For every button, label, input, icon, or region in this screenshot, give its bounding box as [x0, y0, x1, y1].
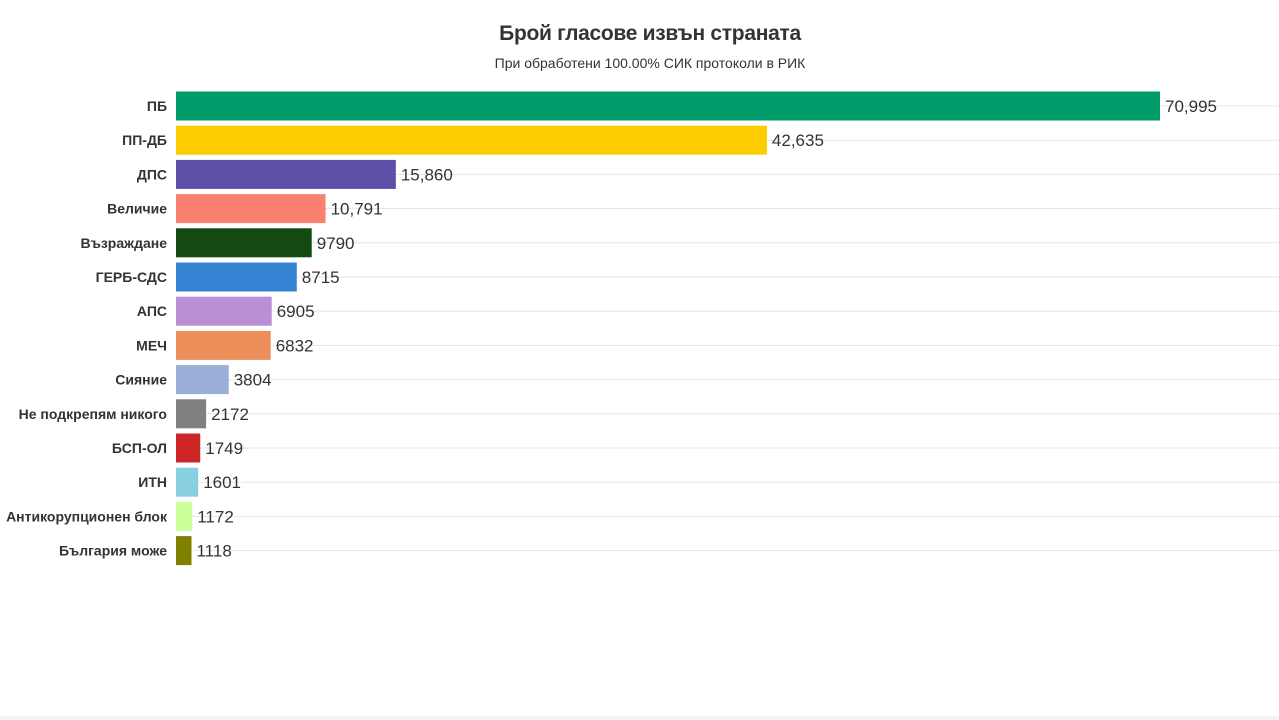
bar[interactable] — [176, 536, 192, 566]
chart-subtitle: При обработени 100.00% СИК протоколи в Р… — [494, 55, 806, 71]
data-label: 6832 — [276, 336, 314, 355]
data-label: 8715 — [302, 268, 340, 287]
category-labels: ПБ ПП-ДБ ДПС Величие Възраждане ГЕРБ-СДС АПС МЕ… — [6, 98, 168, 559]
data-label: 1749 — [205, 439, 243, 458]
category-label: Антикорупционен блок — [6, 508, 168, 524]
category-label: България може — [59, 543, 167, 559]
category-label: Възраждане — [81, 235, 168, 251]
bar[interactable] — [176, 433, 201, 463]
data-label: 10,791 — [331, 200, 383, 219]
data-label: 1172 — [197, 507, 234, 526]
bar[interactable] — [176, 125, 767, 155]
data-label: 9790 — [317, 234, 355, 253]
bar[interactable] — [176, 262, 297, 292]
bar[interactable] — [176, 330, 271, 360]
category-label: ПБ — [147, 98, 167, 114]
data-label: 6905 — [277, 302, 315, 321]
category-label: Величие — [107, 201, 167, 217]
data-label: 2172 — [211, 405, 249, 424]
data-label: 42,635 — [772, 131, 824, 150]
data-label: 3804 — [234, 371, 272, 390]
data-label: 1601 — [203, 473, 241, 492]
category-label: Не подкрепям никого — [19, 406, 167, 422]
category-label: БСП-ОЛ — [112, 440, 167, 456]
data-label: 15,860 — [401, 165, 453, 184]
bar[interactable] — [176, 467, 199, 497]
category-label: ПП-ДБ — [122, 132, 167, 148]
category-label: АПС — [137, 303, 167, 319]
bar[interactable] — [176, 365, 229, 395]
value-labels: 70,995 42,635 15,860 10,791 9790 8715 6905 6832… — [196, 97, 1217, 561]
bar[interactable] — [176, 501, 193, 531]
bar[interactable] — [176, 194, 326, 224]
chart-title: Брой гласове извън страната — [499, 22, 801, 45]
category-label: МЕЧ — [136, 337, 167, 353]
footer-divider — [0, 716, 1279, 720]
category-label: ДПС — [137, 166, 167, 182]
bars — [176, 91, 1160, 566]
data-label: 70,995 — [1165, 97, 1217, 116]
bar[interactable] — [176, 91, 1160, 121]
bar[interactable] — [176, 296, 272, 326]
data-label: 1118 — [196, 542, 231, 561]
bar[interactable] — [176, 159, 396, 189]
category-label: Сияние — [115, 372, 167, 388]
bar[interactable] — [176, 228, 312, 258]
category-label: ГЕРБ-СДС — [96, 269, 167, 285]
category-label: ИТН — [138, 474, 167, 490]
bar[interactable] — [176, 399, 207, 429]
